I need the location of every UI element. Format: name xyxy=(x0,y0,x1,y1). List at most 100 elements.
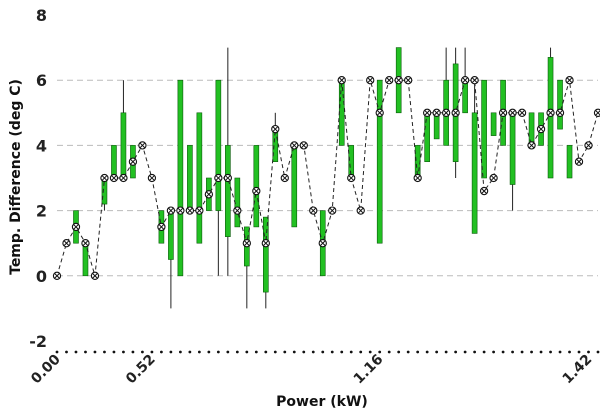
marker-cross xyxy=(54,273,60,279)
marker-cross xyxy=(158,224,164,230)
data-point xyxy=(299,141,308,150)
marker-cross xyxy=(348,175,354,181)
x-axis-dot xyxy=(55,350,59,354)
data-point xyxy=(527,141,536,150)
x-axis-title: Power (kW) xyxy=(276,394,368,410)
data-point xyxy=(375,108,384,117)
bar xyxy=(348,145,355,179)
marker-cross xyxy=(434,110,440,116)
bar xyxy=(82,242,89,277)
x-axis-dot xyxy=(330,350,334,354)
marker-cross xyxy=(500,110,506,116)
x-axis-dot xyxy=(273,350,277,354)
x-axis-dot xyxy=(435,350,439,354)
bar xyxy=(376,79,383,244)
x-axis-dot xyxy=(378,350,382,354)
marker-cross xyxy=(282,175,288,181)
marker-cross xyxy=(73,224,79,230)
marker-cross xyxy=(519,110,525,116)
marker-cross xyxy=(557,110,563,116)
y-tick-label: 2 xyxy=(36,202,47,221)
data-point xyxy=(489,173,498,183)
bar xyxy=(547,57,554,179)
x-axis-dot xyxy=(454,350,458,354)
marker-cross xyxy=(177,208,183,214)
x-axis-dot xyxy=(520,350,524,354)
data-point xyxy=(252,186,261,196)
series-line xyxy=(56,79,599,276)
data-point xyxy=(147,173,157,183)
data-point xyxy=(280,173,289,183)
data-point xyxy=(290,141,299,150)
data-point xyxy=(508,108,517,117)
marker-cross xyxy=(424,110,430,116)
marker-cross xyxy=(405,77,411,83)
marker-cross xyxy=(595,110,600,116)
data-point xyxy=(413,173,422,183)
data-point xyxy=(71,222,81,232)
x-axis-dot xyxy=(359,350,363,354)
marker-cross xyxy=(367,77,373,83)
marker-cross xyxy=(491,175,497,181)
bar xyxy=(120,112,127,179)
data-point xyxy=(100,173,109,183)
data-point xyxy=(328,206,337,215)
x-axis-dot xyxy=(596,350,600,354)
x-axis-dot xyxy=(65,350,68,354)
x-axis-dot xyxy=(245,350,249,354)
x-axis-dot xyxy=(539,350,543,354)
y-tick-label: -2 xyxy=(29,332,47,351)
data-point xyxy=(574,157,584,166)
marker-cross xyxy=(415,175,421,181)
data-point xyxy=(90,271,100,280)
y-axis-title: Temp. Difference (deg C) xyxy=(8,79,24,275)
marker-cross xyxy=(149,175,155,181)
data-point xyxy=(204,190,214,199)
data-point xyxy=(62,239,71,248)
x-axis-dot xyxy=(425,350,429,354)
x-axis-dot xyxy=(226,350,230,354)
y-tick-label: 4 xyxy=(36,136,47,155)
x-axis-dot xyxy=(122,350,125,354)
marker-cross xyxy=(139,142,145,148)
y-tick-label: 8 xyxy=(36,6,47,25)
x-axis-dot xyxy=(530,350,533,354)
marker-cross xyxy=(585,142,592,148)
bar xyxy=(215,79,222,211)
bars xyxy=(63,47,573,293)
marker-cross xyxy=(111,175,117,181)
data-point xyxy=(309,206,318,215)
x-axis-dot xyxy=(84,350,87,354)
x-axis-dot xyxy=(577,350,581,354)
marker-cross xyxy=(120,175,126,181)
x-axis-dot xyxy=(160,350,163,354)
bar xyxy=(338,79,345,146)
data-point xyxy=(584,141,593,150)
data-point xyxy=(271,124,280,134)
bar xyxy=(234,177,241,228)
marker-cross xyxy=(187,208,193,214)
x-axis-dot xyxy=(131,350,135,354)
marker-cross xyxy=(538,126,544,132)
x-axis-dot xyxy=(587,350,590,354)
bar xyxy=(471,112,478,234)
marker-cross xyxy=(443,110,449,116)
data-point xyxy=(195,206,204,215)
data-point xyxy=(565,76,574,85)
x-axis-dot xyxy=(368,350,372,354)
data-point xyxy=(128,157,138,166)
data-point xyxy=(536,124,546,134)
data-point xyxy=(81,239,90,248)
x-axis-dot xyxy=(93,350,97,354)
marker-cross xyxy=(510,110,516,116)
data-point xyxy=(366,76,375,85)
bar xyxy=(196,112,203,244)
data-point xyxy=(185,206,195,215)
marker-cross xyxy=(234,208,240,214)
x-axis-dot xyxy=(74,350,78,354)
x-axis-dot xyxy=(103,350,106,354)
marker-cross xyxy=(547,110,554,116)
data-point xyxy=(394,76,403,85)
marker-cross xyxy=(206,191,212,197)
marker-cross xyxy=(301,142,307,148)
